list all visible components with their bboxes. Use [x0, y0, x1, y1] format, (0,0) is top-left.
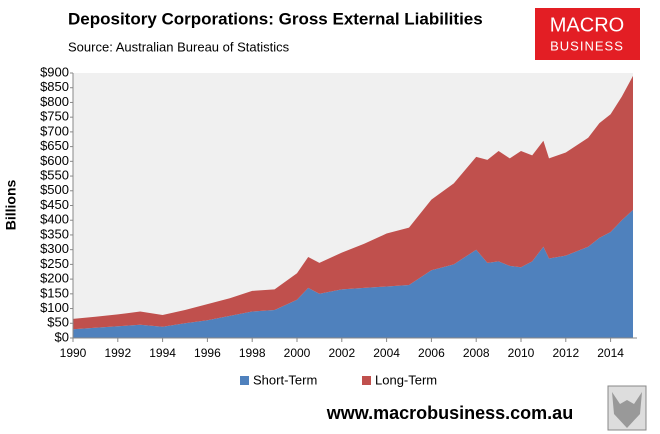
- logo-box: [535, 8, 640, 60]
- y-tick-label: $800: [40, 94, 69, 109]
- legend-label: Short-Term: [253, 372, 317, 387]
- y-tick-label: $650: [40, 138, 69, 153]
- x-tick-label: 2002: [328, 346, 355, 360]
- y-tick-label: $350: [40, 226, 69, 241]
- logo-text: MACRO: [550, 14, 624, 36]
- y-tick-label: $550: [40, 167, 69, 182]
- y-tick-label: $100: [40, 300, 69, 315]
- chart-subtitle: Source: Australian Bureau of Statistics: [68, 39, 290, 54]
- area: [73, 209, 633, 338]
- y-tick-label: $0: [55, 329, 69, 344]
- y-tick-label: $900: [40, 64, 69, 79]
- y-tick-label: $750: [40, 109, 69, 124]
- legend-label: Long-Term: [375, 372, 437, 387]
- legend-swatch: [362, 376, 371, 385]
- y-axis-label: Billions: [3, 180, 19, 231]
- website: www.macrobusiness.com.au: [326, 403, 573, 423]
- x-tick-label: 2014: [597, 346, 624, 360]
- logo-text: BUSINESS: [550, 38, 624, 53]
- x-tick-label: 2004: [373, 346, 400, 360]
- x-tick-label: 1992: [104, 346, 131, 360]
- y-tick-label: $500: [40, 182, 69, 197]
- x-tick-label: 1996: [194, 346, 221, 360]
- y-tick-label: $50: [47, 315, 69, 330]
- x-tick-label: 1998: [239, 346, 266, 360]
- y-tick-label: $300: [40, 241, 69, 256]
- y-tick-label: $600: [40, 153, 69, 168]
- y-tick-label: $700: [40, 123, 69, 138]
- y-tick-label: $850: [40, 79, 69, 94]
- legend-swatch: [240, 376, 249, 385]
- wolf-icon: [607, 385, 647, 431]
- x-tick-label: 2006: [418, 346, 445, 360]
- y-tick-label: $450: [40, 197, 69, 212]
- x-tick-label: 2010: [508, 346, 535, 360]
- area: [73, 75, 633, 330]
- y-tick-label: $150: [40, 285, 69, 300]
- x-tick-label: 1994: [149, 346, 176, 360]
- y-tick-label: $200: [40, 271, 69, 286]
- chart-title: Depository Corporations: Gross External …: [68, 9, 483, 28]
- y-tick-label: $250: [40, 256, 69, 271]
- x-tick-label: 1990: [60, 346, 87, 360]
- x-tick-label: 2000: [284, 346, 311, 360]
- x-tick-label: 2008: [463, 346, 490, 360]
- x-tick-label: 2012: [552, 346, 579, 360]
- y-tick-label: $400: [40, 212, 69, 227]
